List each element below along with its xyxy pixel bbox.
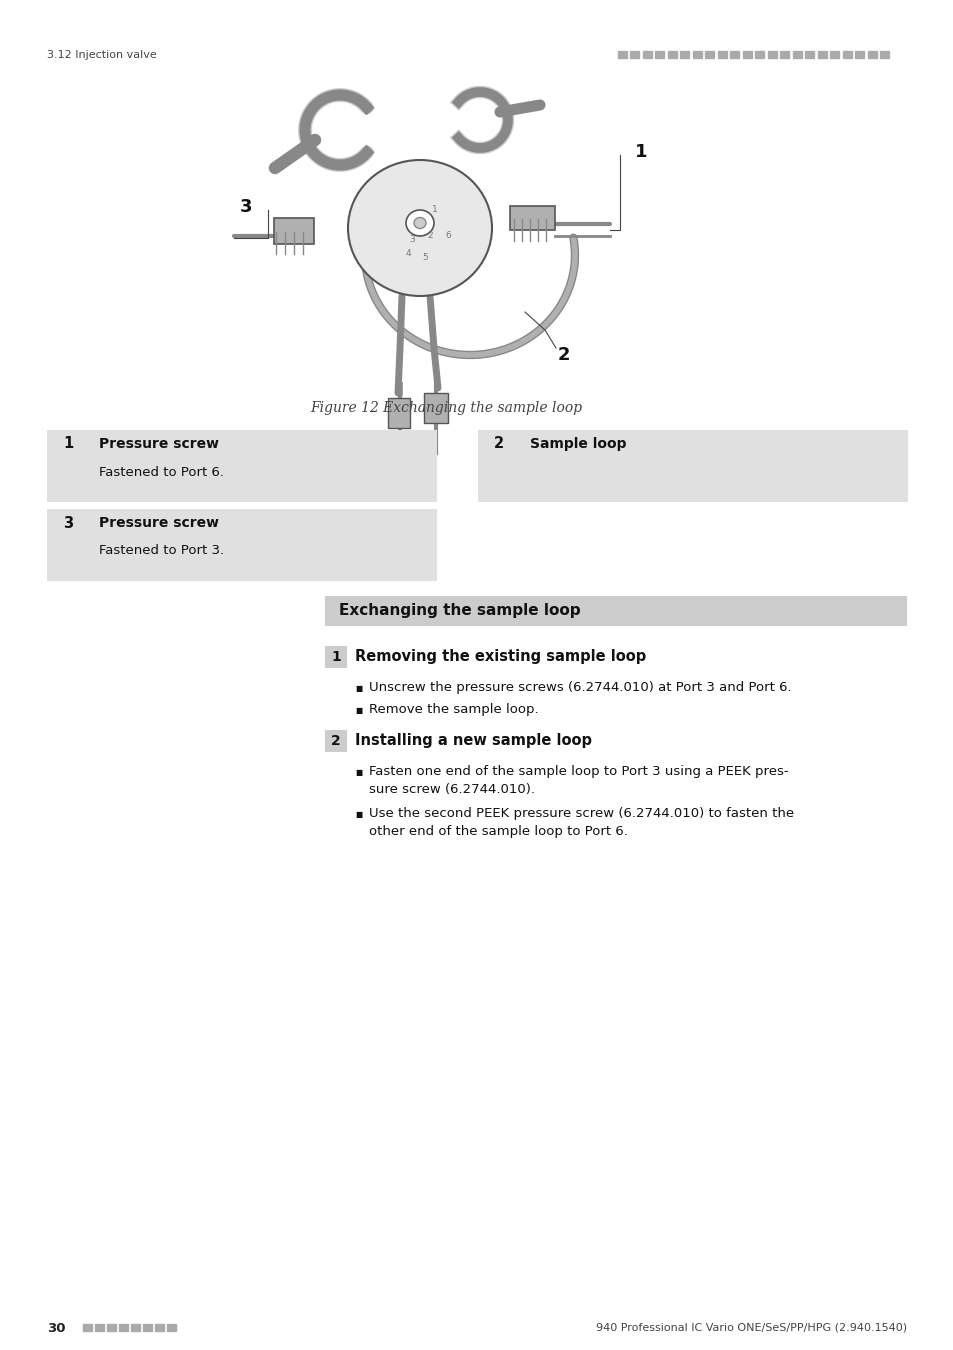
Text: 5: 5 bbox=[421, 254, 428, 262]
Text: Unscrew the pressure screws (6.2744.010) at Port 3 and Port 6.: Unscrew the pressure screws (6.2744.010)… bbox=[369, 682, 791, 694]
Text: Exchanging the sample loop: Exchanging the sample loop bbox=[370, 401, 581, 414]
Text: 3: 3 bbox=[63, 516, 73, 531]
Bar bbox=[867, 51, 876, 58]
Bar bbox=[119, 1324, 128, 1331]
Text: Figure 12: Figure 12 bbox=[310, 401, 378, 414]
Bar bbox=[855, 51, 863, 58]
Bar bbox=[880, 51, 888, 58]
Text: ■: ■ bbox=[355, 768, 362, 776]
FancyBboxPatch shape bbox=[325, 730, 347, 752]
Text: 2: 2 bbox=[494, 436, 503, 451]
Ellipse shape bbox=[406, 211, 434, 236]
Ellipse shape bbox=[414, 217, 426, 228]
FancyBboxPatch shape bbox=[325, 595, 906, 626]
Bar bbox=[618, 51, 626, 58]
Bar bbox=[804, 51, 814, 58]
Bar bbox=[655, 51, 664, 58]
Bar bbox=[742, 51, 751, 58]
Bar bbox=[705, 51, 714, 58]
Bar bbox=[755, 51, 763, 58]
Bar bbox=[767, 51, 776, 58]
Bar bbox=[642, 51, 651, 58]
Text: 1: 1 bbox=[331, 649, 340, 664]
Text: 2: 2 bbox=[427, 231, 433, 240]
FancyBboxPatch shape bbox=[477, 431, 907, 502]
Bar bbox=[83, 1324, 91, 1331]
Bar bbox=[510, 207, 555, 230]
Bar bbox=[167, 1324, 175, 1331]
Text: ■: ■ bbox=[355, 683, 362, 693]
Text: 2: 2 bbox=[331, 734, 340, 748]
Bar bbox=[107, 1324, 116, 1331]
Text: 30: 30 bbox=[47, 1322, 66, 1335]
Bar bbox=[274, 217, 314, 244]
Text: Pressure screw: Pressure screw bbox=[99, 437, 219, 451]
Text: other end of the sample loop to Port 6.: other end of the sample loop to Port 6. bbox=[369, 825, 627, 838]
Bar bbox=[95, 1324, 104, 1331]
Text: Remove the sample loop.: Remove the sample loop. bbox=[369, 703, 538, 717]
Bar bbox=[792, 51, 801, 58]
Text: Pressure screw: Pressure screw bbox=[99, 516, 219, 531]
Text: Installing a new sample loop: Installing a new sample loop bbox=[355, 733, 592, 748]
Text: Fasten one end of the sample loop to Port 3 using a PEEK pres-: Fasten one end of the sample loop to Por… bbox=[369, 765, 788, 779]
Text: 4: 4 bbox=[405, 248, 411, 258]
Bar bbox=[780, 51, 789, 58]
FancyBboxPatch shape bbox=[325, 647, 347, 668]
Text: 3.12 Injection valve: 3.12 Injection valve bbox=[47, 50, 156, 59]
Text: sure screw (6.2744.010).: sure screw (6.2744.010). bbox=[369, 783, 535, 796]
Text: ■: ■ bbox=[355, 810, 362, 818]
Text: Exchanging the sample loop: Exchanging the sample loop bbox=[338, 603, 580, 618]
Text: ■: ■ bbox=[355, 706, 362, 714]
Bar bbox=[667, 51, 677, 58]
Bar bbox=[388, 398, 410, 428]
Bar bbox=[630, 51, 639, 58]
Bar bbox=[679, 51, 689, 58]
FancyBboxPatch shape bbox=[47, 509, 436, 580]
Text: 3: 3 bbox=[409, 235, 415, 244]
Text: 2: 2 bbox=[558, 346, 570, 365]
Text: 1: 1 bbox=[63, 436, 73, 451]
Text: 1: 1 bbox=[635, 143, 647, 161]
Bar bbox=[817, 51, 826, 58]
Bar bbox=[154, 1324, 164, 1331]
Bar bbox=[830, 51, 839, 58]
FancyBboxPatch shape bbox=[47, 431, 436, 502]
Text: 1: 1 bbox=[432, 205, 437, 215]
Bar bbox=[423, 393, 448, 423]
Ellipse shape bbox=[348, 161, 492, 296]
Bar bbox=[131, 1324, 140, 1331]
Text: 3: 3 bbox=[239, 198, 252, 216]
Text: Sample loop: Sample loop bbox=[530, 437, 626, 451]
Bar bbox=[718, 51, 726, 58]
Text: Fastened to Port 3.: Fastened to Port 3. bbox=[99, 544, 224, 558]
Text: Fastened to Port 6.: Fastened to Port 6. bbox=[99, 466, 224, 478]
Bar bbox=[692, 51, 701, 58]
Text: 940 Professional IC Vario ONE/SeS/PP/HPG (2.940.1540): 940 Professional IC Vario ONE/SeS/PP/HPG… bbox=[596, 1323, 906, 1332]
Bar bbox=[730, 51, 739, 58]
Text: 6: 6 bbox=[445, 231, 451, 240]
Text: Use the second PEEK pressure screw (6.2744.010) to fasten the: Use the second PEEK pressure screw (6.27… bbox=[369, 807, 793, 821]
Text: Removing the existing sample loop: Removing the existing sample loop bbox=[355, 649, 645, 664]
Bar bbox=[143, 1324, 152, 1331]
Bar bbox=[842, 51, 851, 58]
